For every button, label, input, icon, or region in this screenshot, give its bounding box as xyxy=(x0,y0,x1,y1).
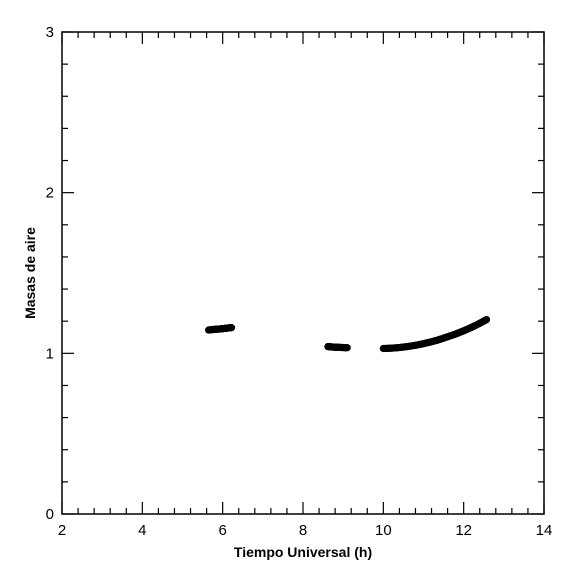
data-point xyxy=(227,324,236,332)
plot-frame xyxy=(61,31,545,515)
y-tick-label: 2 xyxy=(46,185,54,202)
x-tick-label: 12 xyxy=(455,522,472,539)
data-point xyxy=(343,344,351,352)
axis-ticks xyxy=(61,31,545,515)
x-tick-label: 4 xyxy=(138,522,146,539)
y-tick-label: 0 xyxy=(46,506,54,523)
x-axis-label: Tiempo Universal (h) xyxy=(234,544,372,560)
data-points xyxy=(205,315,491,353)
x-tick-label: 6 xyxy=(218,522,226,539)
y-axis-label: Masas de aire xyxy=(22,227,38,319)
x-tick-label: 2 xyxy=(58,522,66,539)
x-tick-label: 14 xyxy=(536,522,553,539)
x-tick-label: 8 xyxy=(299,522,307,539)
data-point xyxy=(482,315,491,324)
x-tick-label: 10 xyxy=(375,522,392,539)
y-tick-label: 3 xyxy=(46,24,54,41)
y-tick-label: 1 xyxy=(46,345,54,362)
